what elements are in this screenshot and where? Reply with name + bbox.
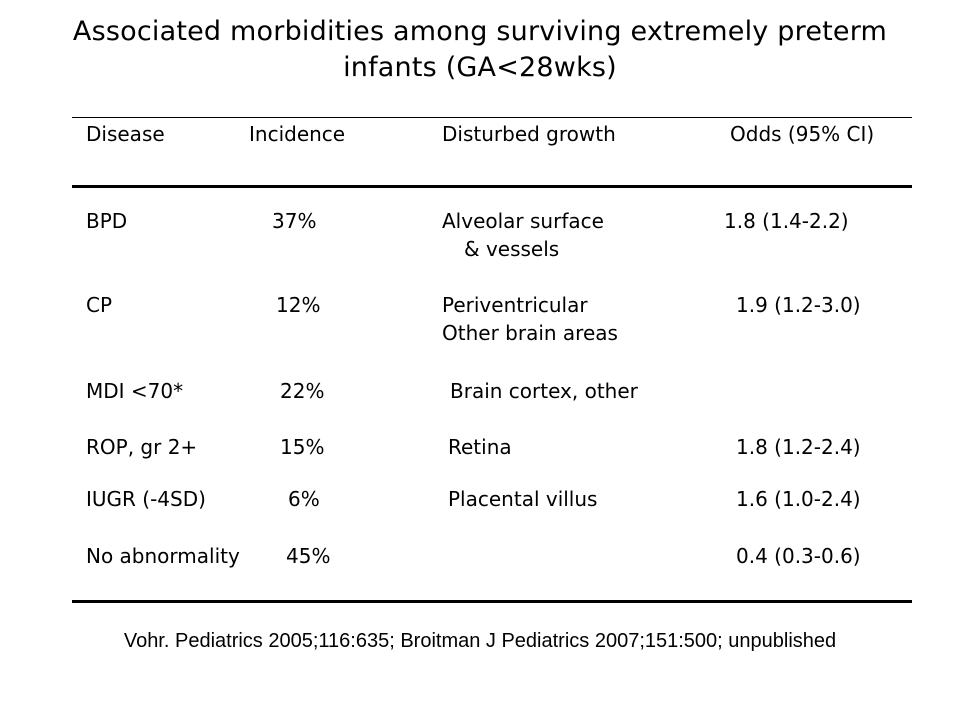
disease-cell: BPD: [86, 209, 128, 233]
odds-cell: 1.8 (1.2-2.4): [736, 435, 861, 459]
disease-cell: MDI <70*: [86, 379, 184, 403]
source-citation: Vohr. Pediatrics 2005;116:635; Broitman …: [123, 630, 837, 652]
growth-cell: Placental villus: [448, 487, 598, 511]
slide-title: Associated morbidities among surviving e…: [0, 14, 960, 86]
growth-cell-line-2: & vessels: [464, 237, 560, 261]
slide-title-line-2: infants (GA<28wks): [343, 52, 617, 83]
growth-cell-line-2: Other brain areas: [442, 321, 618, 345]
incidence-cell: 15%: [280, 435, 325, 459]
table-bottom-rule: [72, 600, 912, 603]
table-top-rule: [72, 117, 912, 118]
incidence-cell: 6%: [288, 487, 320, 511]
header-odds: Odds (95% CI): [730, 122, 875, 146]
disease-cell: CP: [86, 293, 113, 317]
growth-cell: Periventricular: [442, 293, 588, 317]
incidence-cell: 45%: [286, 544, 331, 568]
growth-cell: Alveolar surface: [442, 209, 604, 233]
odds-cell: 1.6 (1.0-2.4): [736, 487, 861, 511]
disease-cell: IUGR (-4SD): [86, 487, 206, 511]
incidence-cell: 22%: [280, 379, 325, 403]
disease-cell: No abnormality: [86, 544, 240, 568]
odds-cell: 0.4 (0.3-0.6): [736, 544, 861, 568]
header-incidence: Incidence: [249, 122, 346, 146]
incidence-cell: 12%: [276, 293, 321, 317]
slide-title-line-1: Associated morbidities among surviving e…: [72, 16, 888, 47]
disease-cell: ROP, gr 2+: [86, 435, 198, 459]
growth-cell: Retina: [448, 435, 512, 459]
odds-cell: 1.9 (1.2-3.0): [736, 293, 861, 317]
odds-cell: 1.8 (1.4-2.2): [724, 209, 849, 233]
header-divider-rule: [72, 185, 912, 188]
growth-cell: Brain cortex, other: [450, 379, 638, 403]
header-disturbed-growth: Disturbed growth: [442, 122, 616, 146]
header-disease: Disease: [86, 122, 165, 146]
incidence-cell: 37%: [272, 209, 317, 233]
